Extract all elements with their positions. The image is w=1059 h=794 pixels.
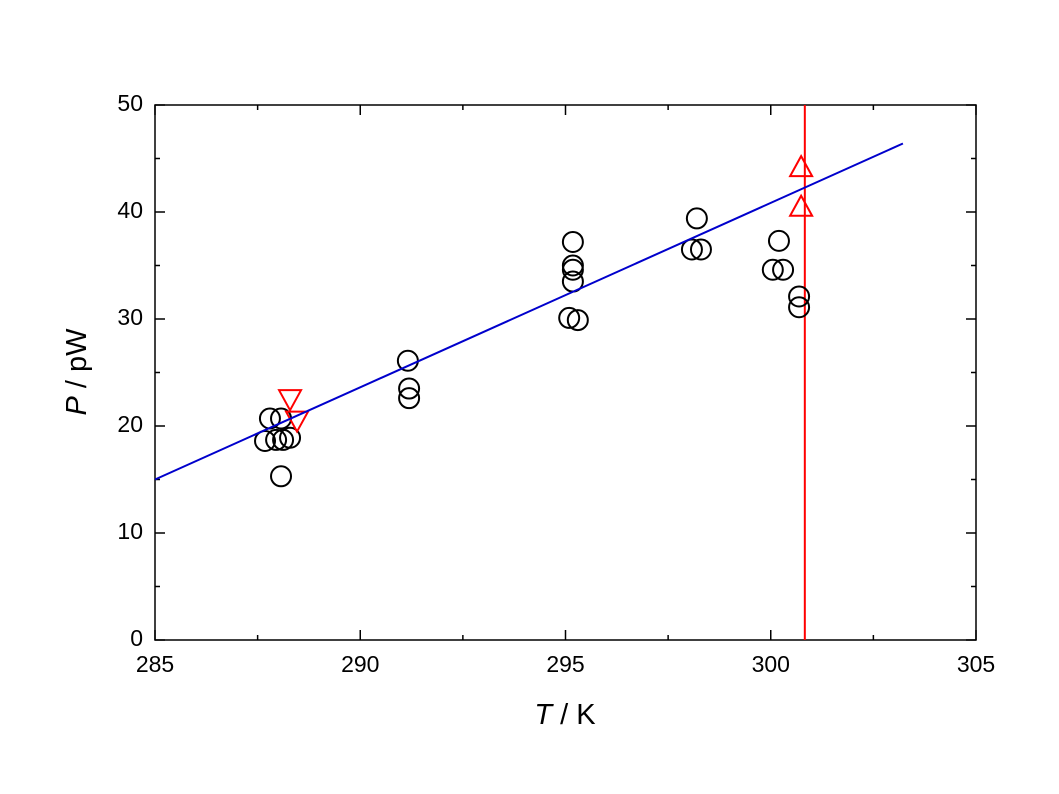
y-tick-label: 10 xyxy=(117,518,143,544)
point xyxy=(396,349,419,372)
x-tick-label: 300 xyxy=(752,651,790,677)
fit-line xyxy=(154,142,904,481)
x-tick-label: 285 xyxy=(136,651,174,677)
point xyxy=(689,238,712,261)
point xyxy=(561,230,584,253)
point xyxy=(685,207,708,230)
point xyxy=(788,296,811,319)
y-tick-label: 50 xyxy=(117,90,143,116)
point xyxy=(398,387,421,410)
point xyxy=(566,309,589,332)
point xyxy=(788,285,811,308)
y-tick-label: 0 xyxy=(130,625,143,651)
point xyxy=(561,258,584,281)
x-tick-label: 305 xyxy=(957,651,995,677)
point xyxy=(277,389,303,413)
x-axis-label: T / K xyxy=(534,699,596,731)
point xyxy=(767,229,790,252)
point xyxy=(788,193,814,217)
y-tick-label: 20 xyxy=(117,411,143,437)
point xyxy=(398,377,421,400)
point xyxy=(788,154,814,178)
y-tick-label: 40 xyxy=(117,197,143,223)
point xyxy=(265,428,288,451)
point xyxy=(761,258,784,281)
point xyxy=(279,426,302,449)
x-tick-label: 290 xyxy=(341,651,379,677)
y-axis-label: P / pW xyxy=(61,328,93,416)
y-tick-label: 30 xyxy=(117,304,143,330)
point xyxy=(558,306,581,329)
point xyxy=(680,238,703,261)
point xyxy=(772,258,795,281)
point xyxy=(284,410,310,434)
point xyxy=(270,465,293,488)
x-tick-label: 295 xyxy=(546,651,584,677)
plot-frame xyxy=(154,104,977,641)
